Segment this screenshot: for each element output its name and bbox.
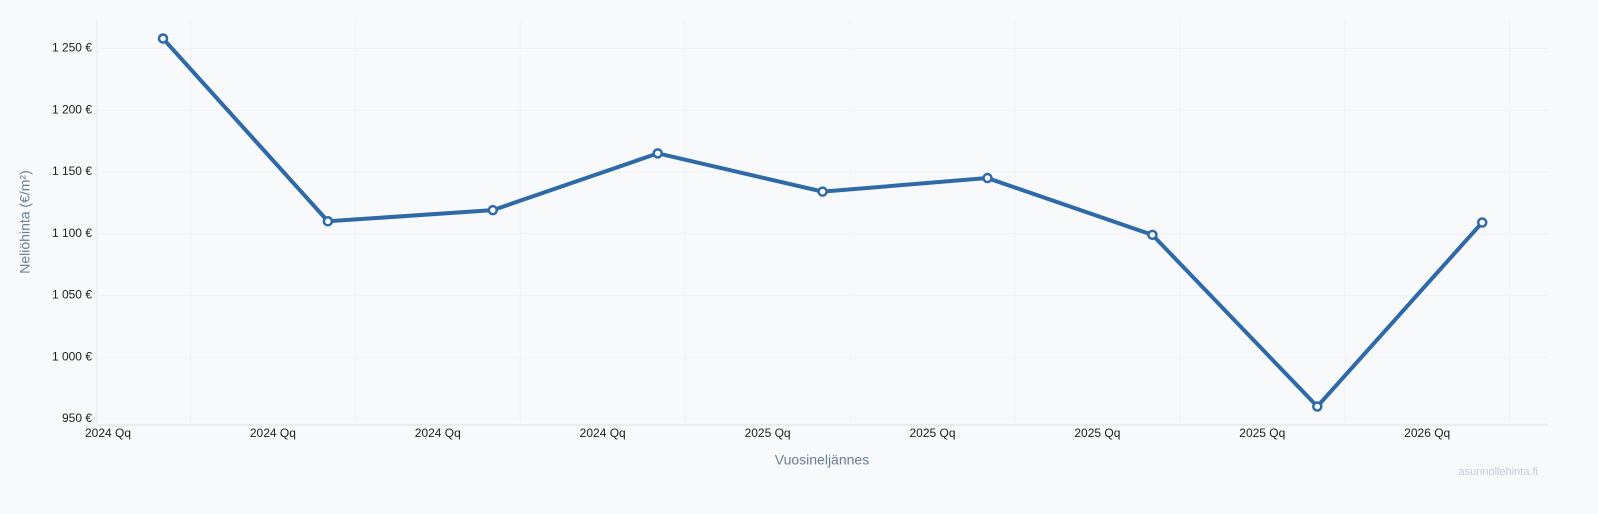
x-tick-label: 2025 Qq [1239,426,1285,440]
x-tick-label: 2025 Qq [745,426,791,440]
point [652,148,663,159]
x-tick-label: 2024 Qq [85,426,131,440]
watermark: asunnollehinta.fi [1458,466,1538,478]
point [982,172,993,184]
y-tick-label: 1 000 € [52,349,92,363]
point [1147,229,1158,241]
point [487,204,499,216]
x-tick-label: 2024 Qq [250,426,296,440]
y-axis-title: Neliöhinta (€/m²) [17,170,33,273]
x-tick-label: 2026 Qq [1404,426,1450,440]
point [322,216,334,227]
point [817,186,828,197]
point [1312,401,1323,412]
y-tick-label: 1 100 € [52,226,92,240]
x-tick-label: 2025 Qq [909,426,955,440]
y-tick-label: 1 150 € [52,164,92,178]
x-tick-label: 2024 Qq [415,426,461,440]
x-axis-title: Vuosineljännes [775,452,869,468]
x-tick-label: 2025 Qq [1074,426,1120,440]
y-tick-label: 1 200 € [52,102,92,116]
y-tick-label: 1 050 € [52,288,92,302]
y-tick-label: 950 € [62,411,92,425]
y-tick-label: 1 250 € [52,41,92,55]
x-tick-label: 2024 Qq [580,426,626,440]
point [1476,217,1488,228]
point [157,33,169,44]
